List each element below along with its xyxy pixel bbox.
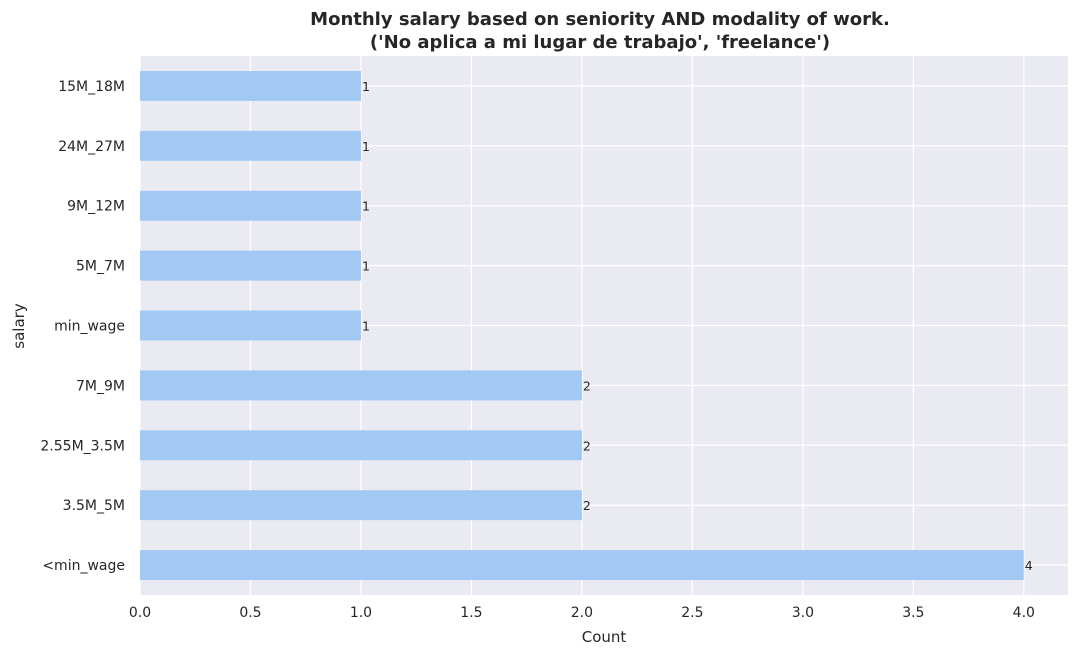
bar-value-label: 2 (583, 378, 591, 393)
y-tick-label: 9M_12M (67, 199, 125, 215)
y-tick-labels: 15M_18M 24M_27M 9M_12M 5M_7M min_wage 7M_9M 2.… (40, 79, 125, 574)
y-axis-label: salary (10, 303, 28, 349)
bar-value-label: 2 (583, 498, 591, 513)
bar-value-label: 1 (362, 319, 370, 334)
x-tick-label: 1.5 (460, 605, 482, 621)
y-tick-label: 5M_7M (76, 259, 125, 275)
x-tick-labels: 0.0 0.5 1.0 1.5 2.0 2.5 3.0 3.5 4.0 (129, 605, 1035, 621)
bar (140, 310, 361, 341)
bar (140, 70, 361, 101)
x-tick-label: 3.5 (902, 605, 924, 621)
bar (140, 550, 1024, 581)
y-tick-label: 2.55M_3.5M (40, 438, 125, 454)
bar-value-label: 1 (362, 79, 370, 94)
bar (140, 250, 361, 281)
x-tick-label: 0.5 (239, 605, 261, 621)
y-tick-label: 15M_18M (58, 79, 125, 95)
y-tick-label: 3.5M_5M (63, 498, 125, 514)
bar (140, 190, 361, 221)
x-axis-label: Count (582, 628, 627, 646)
x-tick-label: 2.0 (571, 605, 593, 621)
x-tick-label: 3.0 (792, 605, 814, 621)
data-labels: 1 1 1 1 1 2 2 2 4 (362, 79, 1033, 573)
bar (140, 130, 361, 161)
y-tick-label: 7M_9M (76, 378, 125, 394)
bar-value-label: 1 (362, 259, 370, 274)
y-tick-label: 24M_27M (58, 139, 125, 155)
bars (140, 70, 1024, 581)
chart-title-line-1: Monthly salary based on seniority AND mo… (310, 9, 890, 30)
y-tick-label: <min_wage (42, 558, 125, 574)
x-tick-label: 0.0 (129, 605, 151, 621)
bar (140, 370, 582, 401)
chart-title-line-2: ('No aplica a mi lugar de trabajo', 'fre… (370, 32, 830, 53)
bar-value-label: 1 (362, 139, 370, 154)
x-tick-label: 1.0 (350, 605, 372, 621)
y-tick-label: min_wage (54, 319, 125, 335)
bar-value-label: 1 (362, 199, 370, 214)
bar-value-label: 4 (1025, 558, 1033, 573)
bar (140, 430, 582, 461)
bar-value-label: 2 (583, 438, 591, 453)
x-tick-label: 4.0 (1013, 605, 1035, 621)
x-tick-label: 2.5 (681, 605, 703, 621)
bar (140, 490, 582, 521)
